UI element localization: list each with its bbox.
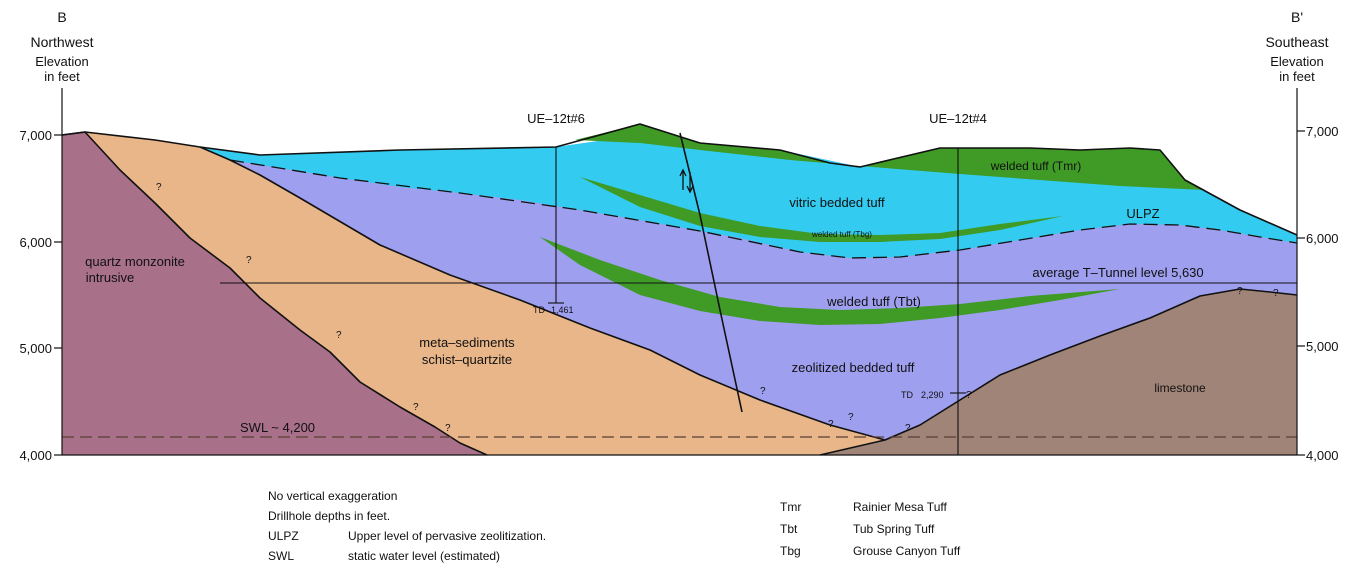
axis-title-left-2: in feet [44,69,80,84]
uncertain-mark: ? [760,386,766,397]
uncertain-mark: ? [336,330,342,341]
drillhole-ue12t4-td-value: 2,290 [921,390,944,400]
swl-label: SWL ~ 4,200 [240,420,315,435]
drillhole-ue12t6-td-value: 1,461 [551,305,574,315]
ulpz-label: ULPZ [1126,206,1159,221]
left-tick-label-4000: 4,000 [19,448,52,463]
legend-note-text: No vertical exaggeration [268,489,398,503]
uncertain-mark: ? [848,412,854,423]
welded-tuff-tmr-unit [575,124,1205,190]
zeolitized-tuff-label: zeolitized bedded tuff [792,360,915,375]
left-tick-label-5000: 5,000 [19,341,52,356]
drillhole-ue12t6-td-label: TD [533,305,545,315]
quartz-monzonite-unit [62,132,487,455]
meta-sediments-label-2: schist–quartzite [422,352,512,367]
section-letter-right: B' [1291,9,1303,25]
uncertain-mark: ? [1237,286,1243,297]
drillhole-ue12t4-label: UE–12t#4 [929,111,987,126]
fault-arrows [679,168,694,194]
uncertain-mark: ? [246,255,252,266]
axis-title-right-2: in feet [1279,69,1315,84]
surface-profile [61,123,1298,236]
welded-tuff-tmr-label: welded tuff (Tmr) [990,159,1081,173]
quartz-monzonite-contact [61,131,488,456]
legend-abbr: ULPZ [268,529,299,543]
right-tick-label-5000: 5,000 [1306,339,1339,354]
uncertain-mark: ? [445,423,451,434]
axis-title-left-1: Elevation [35,54,88,69]
uncertain-mark: ? [413,402,419,413]
legend-note-text: Drillhole depths in feet. [268,509,391,523]
legend-units: Tmr Rainier Mesa Tuff Tbt Tub Spring Tuf… [780,496,960,562]
legend-desc: static water level (estimated) [348,549,501,563]
legend-note-depths: Drillhole depths in feet. [268,506,546,526]
welded-tuff-tbt-unit [540,237,1120,325]
legend-item-tbg: Tbg Grouse Canyon Tuff [780,540,960,562]
legend-note-exaggeration: No vertical exaggeration [268,486,546,506]
drillhole-ue12t6-label: UE–12t#6 [527,111,585,126]
quartz-monzonite-label-2: intrusive [86,270,134,285]
limestone-label: limestone [1154,381,1206,395]
right-tick-label-4000: 4,000 [1306,448,1339,463]
tunnel-level-label: average T–Tunnel level 5,630 [1032,265,1203,280]
uncertain-mark: ? [905,423,911,434]
welded-tuff-tbg-label: welded tuff (Tbg) [811,230,872,239]
legend-item-ulpz: ULPZ Upper level of pervasive zeolitizat… [268,526,546,546]
legend-item-tmr: Tmr Rainier Mesa Tuff [780,496,960,518]
right-tick-label-6000: 6,000 [1306,231,1339,246]
vitric-tuff-label: vitric bedded tuff [789,195,885,210]
welded-tuff-tbt-label: welded tuff (Tbt) [826,294,921,309]
legend-abbr: SWL [268,549,295,563]
direction-left: Northwest [30,34,93,50]
drillhole-ue12t4-td-label: TD [901,390,913,400]
meta-sediments-label-1: meta–sediments [419,335,515,350]
uncertain-mark: ? [828,419,834,430]
left-tick-label-7000: 7,000 [19,128,52,143]
legend-abbr: Tbg [780,544,801,558]
meta-sediments-contact [199,146,886,456]
legend-item-swl: SWL static water level (estimated) [268,546,546,566]
uncertain-mark: ? [966,390,972,401]
legend-desc: Upper level of pervasive zeolitization. [348,529,547,543]
legend-abbr: Tbt [780,522,798,536]
uncertain-mark: ? [156,182,162,193]
axis-title-right-1: Elevation [1270,54,1323,69]
left-tick-label-6000: 6,000 [19,235,52,250]
legend-abbr: Tmr [780,500,802,514]
legend-notes: No vertical exaggeration Drillhole depth… [268,486,546,566]
right-tick-label-7000: 7,000 [1306,124,1339,139]
welded-tuff-tbg-unit [580,177,1063,242]
uncertain-mark: ? [1273,288,1279,299]
direction-right: Southeast [1265,34,1328,50]
legend-item-tbt: Tbt Tub Spring Tuff [780,518,960,540]
quartz-monzonite-label-1: quartz monzonite [85,254,185,269]
section-letter-left: B [57,9,66,25]
meta-sediments-unit [62,132,885,455]
legend-desc: Tub Spring Tuff [853,522,935,536]
limestone-contact [884,288,1298,441]
legend-desc: Rainier Mesa Tuff [853,500,947,514]
legend-desc: Grouse Canyon Tuff [853,544,961,558]
